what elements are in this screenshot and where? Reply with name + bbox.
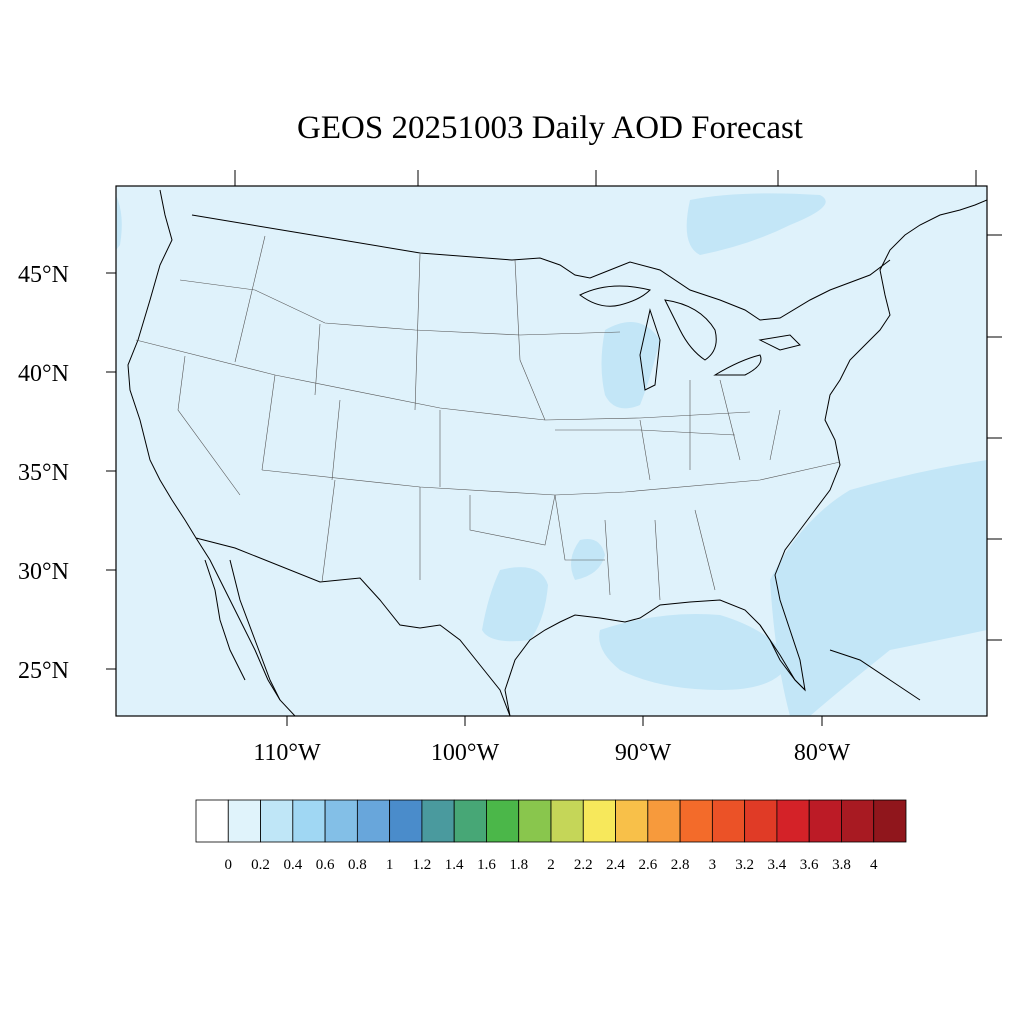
colorbar-tick-label: 2.4	[606, 857, 625, 873]
florida-cuba	[759, 624, 921, 701]
coastlines	[127, 189, 987, 716]
colorbar-swatch	[647, 799, 681, 843]
colorbar-tick-label: 1.8	[509, 857, 528, 873]
colorbar-swatch	[679, 799, 713, 843]
colorbar-tick-label: 4	[870, 857, 878, 873]
colorbar-swatch	[615, 799, 649, 843]
haze-region-gulf	[599, 614, 790, 690]
haze-region-atlantic	[770, 460, 987, 716]
colorbar-tick-label: 1.6	[477, 857, 496, 873]
haze-region-louisiana	[571, 539, 605, 580]
great-lakes	[579, 285, 801, 391]
state-boundaries	[135, 235, 841, 601]
lon-label: 80°W	[794, 740, 851, 766]
colorbar-swatch	[421, 799, 455, 843]
colorbar-tick-label: 0.8	[348, 857, 367, 873]
colorbar-tick-label: 0	[225, 857, 233, 873]
colorbar-swatch	[292, 799, 326, 843]
aod-haze-regions	[116, 193, 987, 716]
colorbar-swatch	[744, 799, 778, 843]
map-title: GEOS 20251003 Daily AOD Forecast	[297, 110, 803, 146]
colorbar-swatch	[486, 799, 520, 843]
colorbar-tick-label: 3.6	[800, 857, 819, 873]
mexico-baja	[204, 559, 281, 701]
colorbar-swatch	[873, 799, 907, 843]
haze-region-west-edge	[116, 195, 122, 250]
lon-label: 90°W	[615, 740, 672, 766]
colorbar-swatch	[550, 799, 584, 843]
colorbar-tick-label: 0.6	[316, 857, 335, 873]
colorbar-tick-label: 0.4	[283, 857, 302, 873]
colorbar	[195, 799, 907, 843]
haze-region-quebec	[686, 193, 826, 255]
canada-border	[191, 214, 891, 321]
colorbar-tick-label: 3.4	[768, 857, 787, 873]
colorbar-swatch	[808, 799, 842, 843]
lat-label: 25°N	[18, 658, 69, 684]
colorbar-swatch	[518, 799, 552, 843]
frame-ticks	[106, 170, 1002, 726]
colorbar-tick-label: 3.2	[735, 857, 754, 873]
colorbar-swatch	[389, 799, 423, 843]
colorbar-tick-label: 2.8	[671, 857, 690, 873]
colorbar-tick-label: 3	[709, 857, 717, 873]
haze-region-texas	[482, 567, 548, 642]
colorbar-tick-label: 3.8	[832, 857, 851, 873]
colorbar-swatch	[195, 799, 229, 843]
colorbar-tick-label: 2.2	[574, 857, 593, 873]
colorbar-labels: 0 0.2 0.4 0.6 0.8 1 1.2 1.4 1.6 1.8 2 2.2 2.4 2.6 2.8 3…	[225, 857, 878, 873]
colorbar-tick-label: 2	[547, 857, 555, 873]
colorbar-swatch	[582, 799, 616, 843]
lat-label: 35°N	[18, 460, 69, 486]
colorbar-swatch	[711, 799, 746, 843]
lon-label: 100°W	[431, 740, 500, 766]
lat-label: 45°N	[18, 262, 69, 288]
us-outline	[127, 189, 987, 716]
colorbar-swatch	[453, 799, 487, 843]
lat-label: 30°N	[18, 559, 69, 585]
haze-region-lake-michigan	[601, 322, 660, 409]
colorbar-swatch	[841, 799, 875, 843]
colorbar-tick-label: 2.6	[638, 857, 657, 873]
colorbar-tick-label: 1	[386, 857, 394, 873]
colorbar-swatch	[227, 799, 261, 843]
colorbar-swatch	[776, 799, 810, 843]
colorbar-swatch	[324, 799, 358, 843]
map-frame	[115, 185, 988, 717]
lon-label: 110°W	[253, 740, 321, 766]
colorbar-tick-label: 1.4	[445, 857, 464, 873]
lat-label: 40°N	[18, 361, 69, 387]
colorbar-swatch	[356, 799, 391, 843]
colorbar-tick-label: 0.2	[251, 857, 270, 873]
colorbar-tick-label: 1.2	[413, 857, 432, 873]
colorbar-swatch	[260, 799, 294, 843]
